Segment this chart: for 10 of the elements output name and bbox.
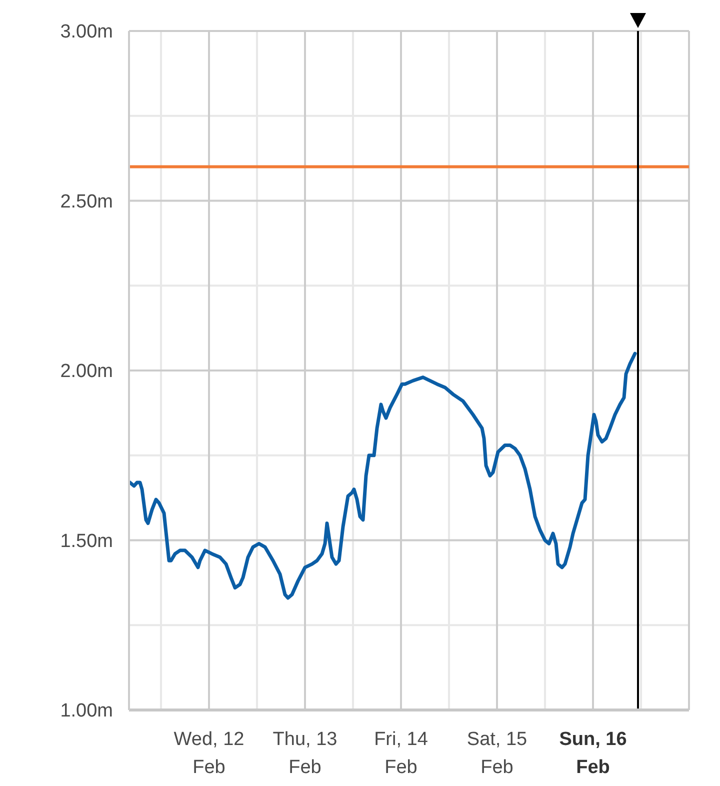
y-tick-label: 2.00m <box>60 361 113 382</box>
x-tick-label: Wed, 12 Feb <box>174 729 244 778</box>
x-tick-label: Thu, 13 Feb <box>272 729 338 778</box>
y-tick-label: 3.00m <box>60 22 113 43</box>
y-tick-label: 2.50m <box>60 191 113 212</box>
x-tick-label: Sat, 15 Feb <box>466 729 528 778</box>
y-tick-label: 1.50m <box>60 530 113 552</box>
x-tick-label: Sun, 16 Feb <box>559 729 627 778</box>
x-tick-label: Fri, 14 Feb <box>374 729 428 778</box>
y-tick-label: 1.00m <box>60 700 113 722</box>
